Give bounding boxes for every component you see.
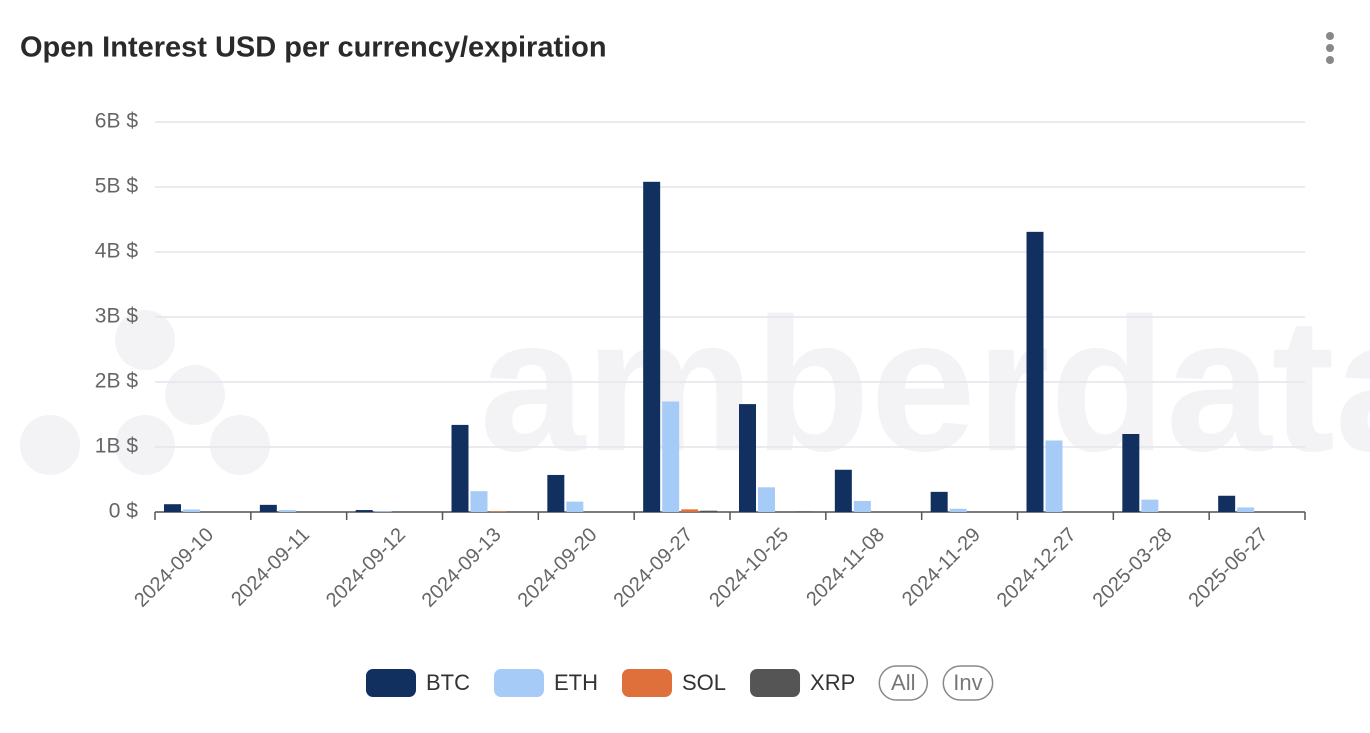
legend-swatch <box>366 669 416 697</box>
bar <box>930 491 948 512</box>
bar <box>1045 440 1063 512</box>
button-frame <box>878 665 929 701</box>
bar <box>1141 499 1159 512</box>
bar <box>374 511 392 512</box>
bar <box>1237 507 1255 512</box>
bar <box>164 504 181 512</box>
y-tick-label: 0 $ <box>109 500 139 523</box>
bar <box>566 501 584 512</box>
y-tick-label: 6B $ <box>95 110 139 133</box>
x-tick-label: 2024-09-11 <box>227 524 314 611</box>
legend: BTC ETH SOL XRP All Inv <box>366 665 994 701</box>
bar <box>355 510 373 512</box>
bar <box>278 510 296 512</box>
y-tick-label: 2B $ <box>95 370 139 393</box>
legend-swatch <box>494 669 544 697</box>
bar <box>183 509 200 512</box>
y-tick-label: 1B $ <box>95 435 139 458</box>
x-tick-label: 2024-09-13 <box>418 524 506 612</box>
legend-item[interactable]: SOL <box>622 669 726 697</box>
button-label: Inv <box>953 670 982 695</box>
legend-label: XRP <box>810 670 855 695</box>
x-tick-label: 2024-09-20 <box>514 524 602 612</box>
button-label: All <box>891 670 915 695</box>
x-tick-label: 2024-09-10 <box>130 524 218 612</box>
watermark-logo <box>20 310 270 475</box>
chart-title: Open Interest USD per currency/expiratio… <box>20 32 607 64</box>
legend-item[interactable]: BTC <box>366 669 470 697</box>
legend-button[interactable]: Inv <box>942 665 994 701</box>
legend-item[interactable]: XRP <box>750 669 855 697</box>
menu-button[interactable] <box>1326 32 1334 64</box>
bar <box>1026 231 1044 512</box>
bar <box>489 511 507 512</box>
legend-swatch <box>750 669 801 697</box>
x-tick-label: 2024-09-27 <box>609 524 697 612</box>
button-frame <box>942 665 994 701</box>
bar <box>451 424 469 512</box>
legend-item[interactable]: ETH <box>494 669 598 697</box>
legend-label: BTC <box>426 670 470 695</box>
y-tick-label: 3B $ <box>95 305 139 328</box>
bar <box>700 510 718 512</box>
bar <box>643 181 661 513</box>
bar <box>758 487 775 512</box>
legend-swatch <box>622 669 672 697</box>
bar <box>796 511 813 512</box>
x-tick-label: 2024-11-08 <box>802 524 889 611</box>
legend-label: ETH <box>554 670 598 695</box>
bar <box>853 500 871 512</box>
bar <box>1122 434 1140 512</box>
y-tick-label: 5B $ <box>95 175 139 198</box>
x-tick-label: 2024-12-27 <box>993 524 1081 612</box>
bar <box>739 404 756 512</box>
x-tick-label: 2025-06-27 <box>1184 524 1272 612</box>
bar <box>470 491 488 512</box>
bar <box>681 509 699 512</box>
y-tick-label: 4B $ <box>95 240 139 263</box>
legend-label: SOL <box>682 670 726 695</box>
x-tick-label: 2024-11-29 <box>898 524 985 611</box>
bar <box>949 508 967 512</box>
x-tick-label: 2024-09-12 <box>322 524 410 612</box>
bar <box>834 469 852 512</box>
bar <box>662 401 680 512</box>
watermark: amberdata <box>480 279 1370 491</box>
bar <box>547 474 565 512</box>
legend-button[interactable]: All <box>878 665 929 701</box>
x-tick-label: 2024-10-25 <box>705 524 793 612</box>
bar <box>259 504 277 512</box>
x-tick-label: 2025-03-28 <box>1089 524 1177 612</box>
bar <box>1218 495 1236 512</box>
